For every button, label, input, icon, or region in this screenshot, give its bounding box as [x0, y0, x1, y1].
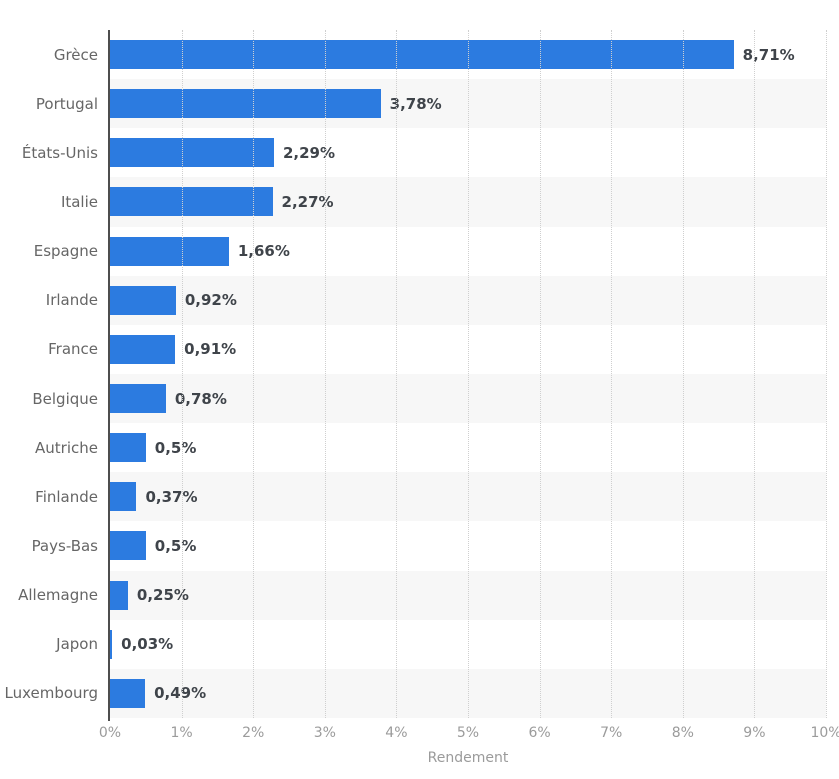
- value-label: 8,71%: [742, 45, 795, 64]
- value-label: 0,78%: [174, 389, 227, 408]
- value-label: 0,37%: [145, 487, 198, 506]
- category-label: Belgique: [32, 389, 98, 408]
- chart-row: Autriche 0,5%: [0, 423, 839, 472]
- value-label: 0,91%: [184, 340, 237, 359]
- x-tick-label: 1%: [170, 725, 193, 741]
- chart-row: Portugal 3,78%: [0, 79, 839, 129]
- bar-Belgique[interactable]: [110, 384, 166, 414]
- gridline: [181, 30, 183, 718]
- gridline: [539, 30, 541, 718]
- x-tick-label: 9%: [743, 725, 766, 741]
- value-label: 0,25%: [136, 586, 189, 605]
- bar-Pays-Bas[interactable]: [110, 531, 146, 561]
- x-tick-label: 6%: [528, 725, 551, 741]
- value-label: 0,03%: [121, 635, 174, 654]
- value-label: 0,5%: [154, 536, 197, 555]
- bar-Finlande[interactable]: [110, 482, 137, 512]
- bar-Irlande[interactable]: [110, 285, 176, 315]
- gridline: [754, 30, 756, 718]
- category-label: Grèce: [53, 45, 98, 64]
- bar-Allemagne[interactable]: [110, 580, 128, 610]
- gridline: [611, 30, 613, 718]
- x-tick-label: 5%: [456, 725, 480, 741]
- bar-Luxembourg[interactable]: [110, 678, 146, 708]
- category-label: Autriche: [35, 438, 98, 457]
- value-label: 2,29%: [282, 143, 335, 162]
- chart-row: Italie 2,27%: [0, 177, 839, 227]
- bar-France[interactable]: [110, 334, 176, 364]
- gridline: [324, 30, 326, 718]
- bar-Japon[interactable]: [110, 629, 113, 659]
- chart-row: Allemagne 0,25%: [0, 570, 839, 620]
- gridline: [682, 30, 684, 718]
- x-tick-label: 4%: [385, 725, 408, 741]
- chart-row: France 0,91%: [0, 325, 839, 374]
- value-label: 2,27%: [281, 192, 334, 211]
- x-tick-label: 7%: [600, 725, 623, 741]
- y-axis-line: [108, 30, 110, 721]
- category-label: États-Unis: [21, 143, 98, 162]
- chart-row: Espagne 1,66%: [0, 227, 839, 276]
- category-label: Irlande: [45, 291, 98, 310]
- bar-Portugal[interactable]: [110, 89, 381, 119]
- gridline: [468, 30, 469, 718]
- chart-row: Irlande 0,92%: [0, 275, 839, 325]
- bar-Espagne[interactable]: [110, 236, 229, 266]
- x-tick-label: 10%: [810, 725, 839, 741]
- value-label: 3,78%: [389, 94, 442, 113]
- gridline: [396, 30, 398, 718]
- x-tick-label: 2%: [242, 725, 265, 741]
- chart-row: Belgique 0,78%: [0, 374, 839, 424]
- x-tick-label: 3%: [313, 725, 336, 741]
- gridline: [253, 30, 255, 718]
- category-label: Espagne: [33, 242, 98, 261]
- bar-Grèce[interactable]: [110, 40, 734, 70]
- bar-Italie[interactable]: [110, 187, 273, 217]
- category-label: Portugal: [35, 94, 98, 113]
- chart-row: Japon 0,03%: [0, 620, 839, 669]
- category-label: Luxembourg: [4, 684, 99, 703]
- chart-row: Pays-Bas 0,5%: [0, 521, 839, 570]
- x-tick-label: 0%: [98, 725, 122, 741]
- gridline: [826, 30, 827, 718]
- category-label: Allemagne: [18, 586, 98, 605]
- chart-row: États-Unis 2,29%: [0, 128, 839, 177]
- chart-row: Grèce 8,71%: [0, 30, 839, 79]
- value-label: 0,92%: [184, 291, 237, 310]
- category-label: Japon: [56, 635, 98, 654]
- category-label: Finlande: [35, 487, 98, 506]
- bar-États-Unis[interactable]: [110, 138, 274, 168]
- bar-Autriche[interactable]: [110, 433, 146, 463]
- x-axis-title: Rendement: [427, 750, 509, 766]
- chart-row: Finlande 0,37%: [0, 472, 839, 522]
- category-label: Pays-Bas: [31, 536, 98, 555]
- category-label: Italie: [60, 192, 98, 211]
- x-tick-label: 8%: [671, 725, 694, 741]
- value-label: 0,49%: [154, 684, 207, 703]
- value-label: 1,66%: [237, 242, 290, 261]
- category-label: France: [48, 340, 98, 359]
- value-label: 0,5%: [154, 438, 197, 457]
- chart-row: Luxembourg 0,49%: [0, 668, 839, 718]
